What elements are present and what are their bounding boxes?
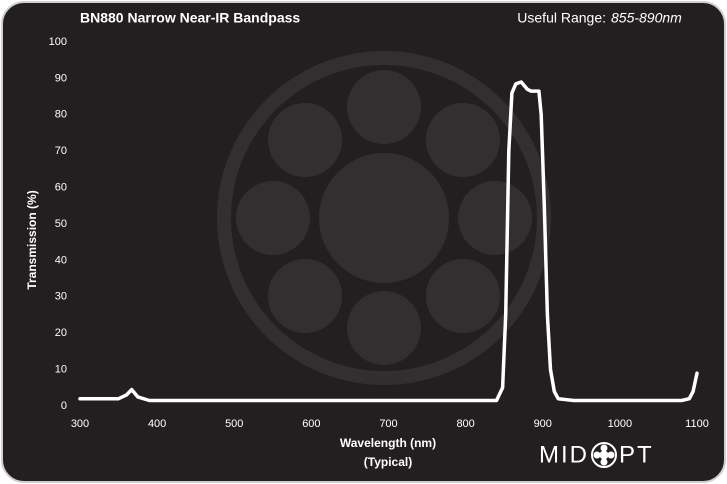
x-tick-label: 600 [302, 418, 320, 430]
y-tick-label: 50 [55, 218, 67, 230]
logo-right: PT [619, 441, 654, 468]
y-tick-label: 100 [49, 36, 67, 48]
y-tick-label: 80 [55, 109, 67, 121]
range-value: 855-890nm [611, 10, 682, 26]
x-tick-label: 800 [456, 418, 474, 430]
logo-mark [591, 442, 617, 468]
y-tick-label: 10 [55, 364, 67, 376]
x-tick-label: 300 [71, 418, 89, 430]
x-tick-label: 400 [148, 418, 166, 430]
logo-left: MID [539, 441, 589, 468]
y-tick-label: 20 [55, 327, 67, 339]
y-tick-label: 0 [61, 400, 67, 412]
y-axis-label: Transmission (%) [25, 190, 39, 289]
x-tick-label: 700 [379, 418, 397, 430]
x-tick-label: 500 [225, 418, 243, 430]
x-tick-label: 1100 [685, 418, 709, 430]
watermark [217, 51, 551, 385]
y-tick-label: 70 [55, 145, 67, 157]
chart-title: BN880 Narrow Near-IR Bandpass [80, 10, 300, 26]
x-axis-label: Wavelength (nm) [340, 436, 436, 450]
y-tick-label: 60 [55, 182, 67, 194]
y-tick-label: 90 [55, 72, 67, 84]
x-axis-note: (Typical) [364, 455, 412, 469]
y-tick-label: 40 [55, 254, 67, 266]
range-label: Useful Range: [517, 10, 606, 26]
y-tick-label: 30 [55, 291, 67, 303]
data-line [78, 80, 699, 403]
x-tick-label: 900 [534, 418, 552, 430]
x-tick-label: 1000 [608, 418, 632, 430]
